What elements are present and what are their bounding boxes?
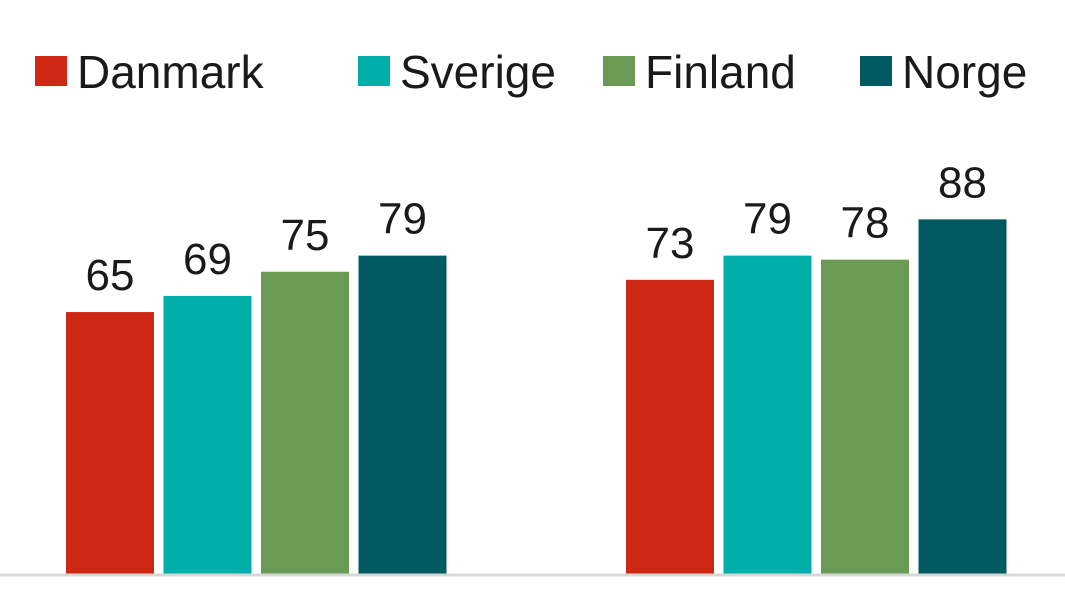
data-label-danmark-group-1: 65: [86, 251, 135, 300]
legend: Danmark Sverige Finland Norge: [35, 46, 1027, 98]
legend-label-danmark: Danmark: [77, 46, 265, 98]
legend-label-sverige: Sverige: [400, 46, 556, 98]
data-label-finland-group-2: 78: [841, 199, 890, 248]
data-label-norge-group-1: 79: [378, 195, 427, 244]
data-labels: 65 69 75 79 73 79 78 88: [86, 158, 987, 300]
bar-sverige-group-2: [723, 255, 812, 574]
legend-label-norge: Norge: [902, 46, 1027, 98]
legend-label-finland: Finland: [645, 46, 796, 98]
data-label-sverige-group-1: 69: [183, 235, 232, 284]
bar-norge-group-2: [918, 219, 1007, 575]
legend-swatch-norge: [860, 56, 892, 86]
bar-finland-group-2: [821, 259, 909, 574]
bar-danmark-group-2: [626, 279, 714, 574]
bar-danmark-group-1: [66, 312, 154, 574]
data-label-sverige-group-2: 79: [743, 195, 792, 244]
data-label-danmark-group-2: 73: [646, 219, 695, 268]
bars: [66, 219, 1007, 575]
bar-finland-group-1: [261, 271, 349, 574]
legend-swatch-finland: [603, 56, 635, 86]
bar-sverige-group-1: [163, 295, 252, 574]
legend-swatch-danmark: [35, 56, 67, 86]
bar-norge-group-1: [358, 255, 447, 574]
legend-swatch-sverige: [358, 56, 390, 86]
data-label-finland-group-1: 75: [281, 211, 330, 260]
data-label-norge-group-2: 88: [938, 158, 987, 207]
